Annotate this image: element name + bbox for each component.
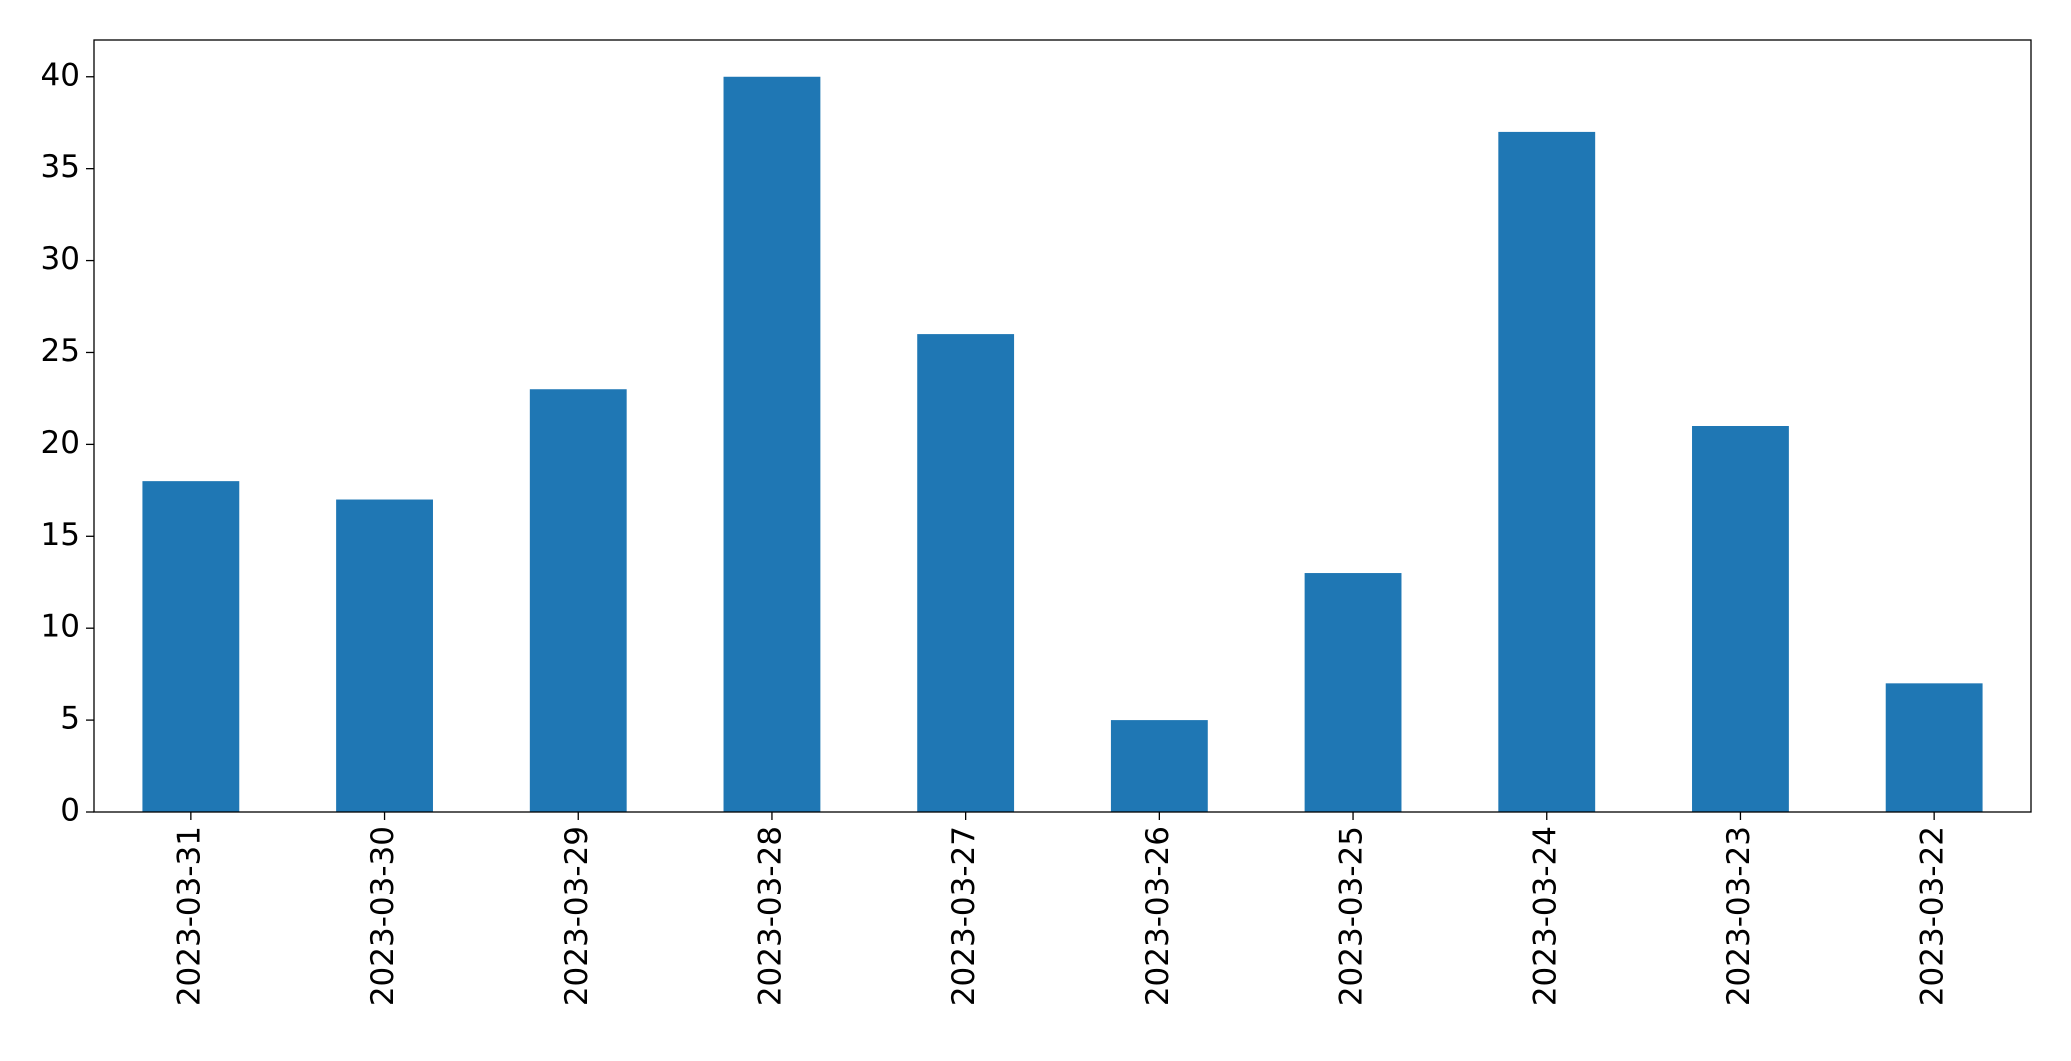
x-tick-label: 2023-03-31 <box>171 826 207 1006</box>
bar <box>1110 720 1208 812</box>
bar <box>1498 131 1596 812</box>
y-tick-label: 25 <box>41 333 80 369</box>
y-tick-label: 10 <box>41 609 80 645</box>
x-tick-label: 2023-03-29 <box>559 826 595 1006</box>
x-tick-label: 2023-03-27 <box>946 826 982 1006</box>
x-tick-label: 2023-03-28 <box>752 826 788 1006</box>
bar <box>1692 426 1789 812</box>
bar <box>1304 573 1402 812</box>
x-tick-label: 2023-03-23 <box>1721 826 1757 1006</box>
y-tick-label: 40 <box>41 57 80 93</box>
bar <box>917 334 1015 812</box>
x-tick-label: 2023-03-25 <box>1334 826 1370 1006</box>
y-tick-label: 5 <box>60 701 80 737</box>
y-tick-label: 30 <box>41 241 80 277</box>
bar <box>723 76 821 812</box>
bar <box>529 389 627 812</box>
y-tick-label: 20 <box>41 425 80 461</box>
plot-frame <box>93 39 2032 813</box>
x-tick-label: 2023-03-22 <box>1915 826 1951 1006</box>
bar <box>142 481 240 812</box>
x-tick-label: 2023-03-26 <box>1140 826 1176 1006</box>
y-tick-label: 35 <box>41 149 80 185</box>
y-tick-label: 15 <box>41 517 80 553</box>
bar <box>336 499 433 812</box>
bar <box>1885 683 1983 812</box>
x-tick-label: 2023-03-24 <box>1527 826 1563 1006</box>
y-tick-label: 0 <box>60 793 80 829</box>
x-tick-label: 2023-03-30 <box>365 826 401 1006</box>
